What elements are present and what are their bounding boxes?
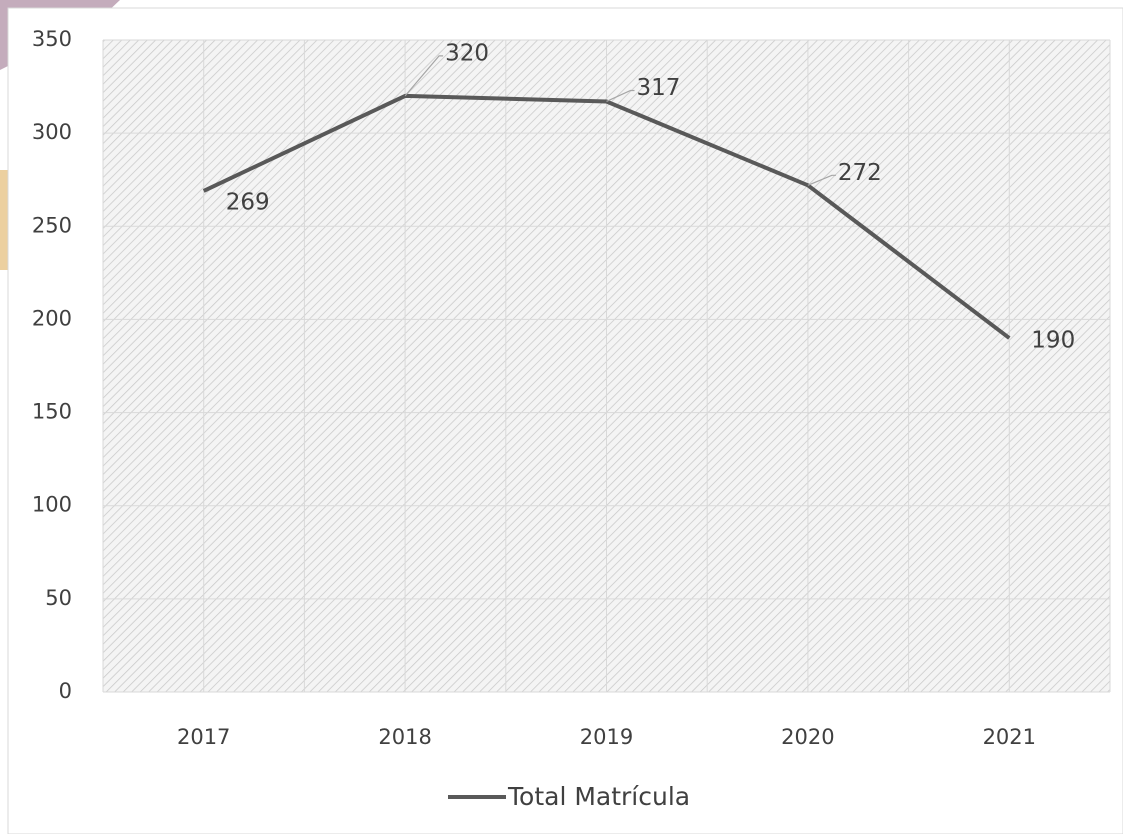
y-tick-label: 200: [32, 306, 72, 330]
leader-line: [606, 89, 635, 103]
y-tick-label: 100: [32, 493, 72, 517]
data-label: 190: [1031, 328, 1075, 354]
y-tick-label: 350: [32, 27, 72, 51]
y-tick-label: 0: [59, 679, 72, 703]
data-label: 272: [838, 160, 882, 186]
y-tick-label: 50: [45, 586, 72, 610]
y-tick-label: 150: [32, 400, 72, 424]
x-tick-label: 2019: [580, 725, 633, 749]
y-tick-label: 300: [32, 120, 72, 144]
x-tick-label: 2017: [177, 725, 230, 749]
data-label: 269: [226, 189, 270, 215]
x-tick-label: 2021: [983, 725, 1036, 749]
leader-line: [404, 55, 444, 97]
leader-line: [807, 174, 836, 186]
y-tick-label: 250: [32, 213, 72, 237]
legend-label: Total Matrícula: [507, 782, 690, 811]
x-tick-label: 2018: [378, 725, 431, 749]
data-label: 317: [637, 75, 681, 101]
data-label: 320: [445, 40, 489, 66]
x-tick-label: 2020: [781, 725, 834, 749]
